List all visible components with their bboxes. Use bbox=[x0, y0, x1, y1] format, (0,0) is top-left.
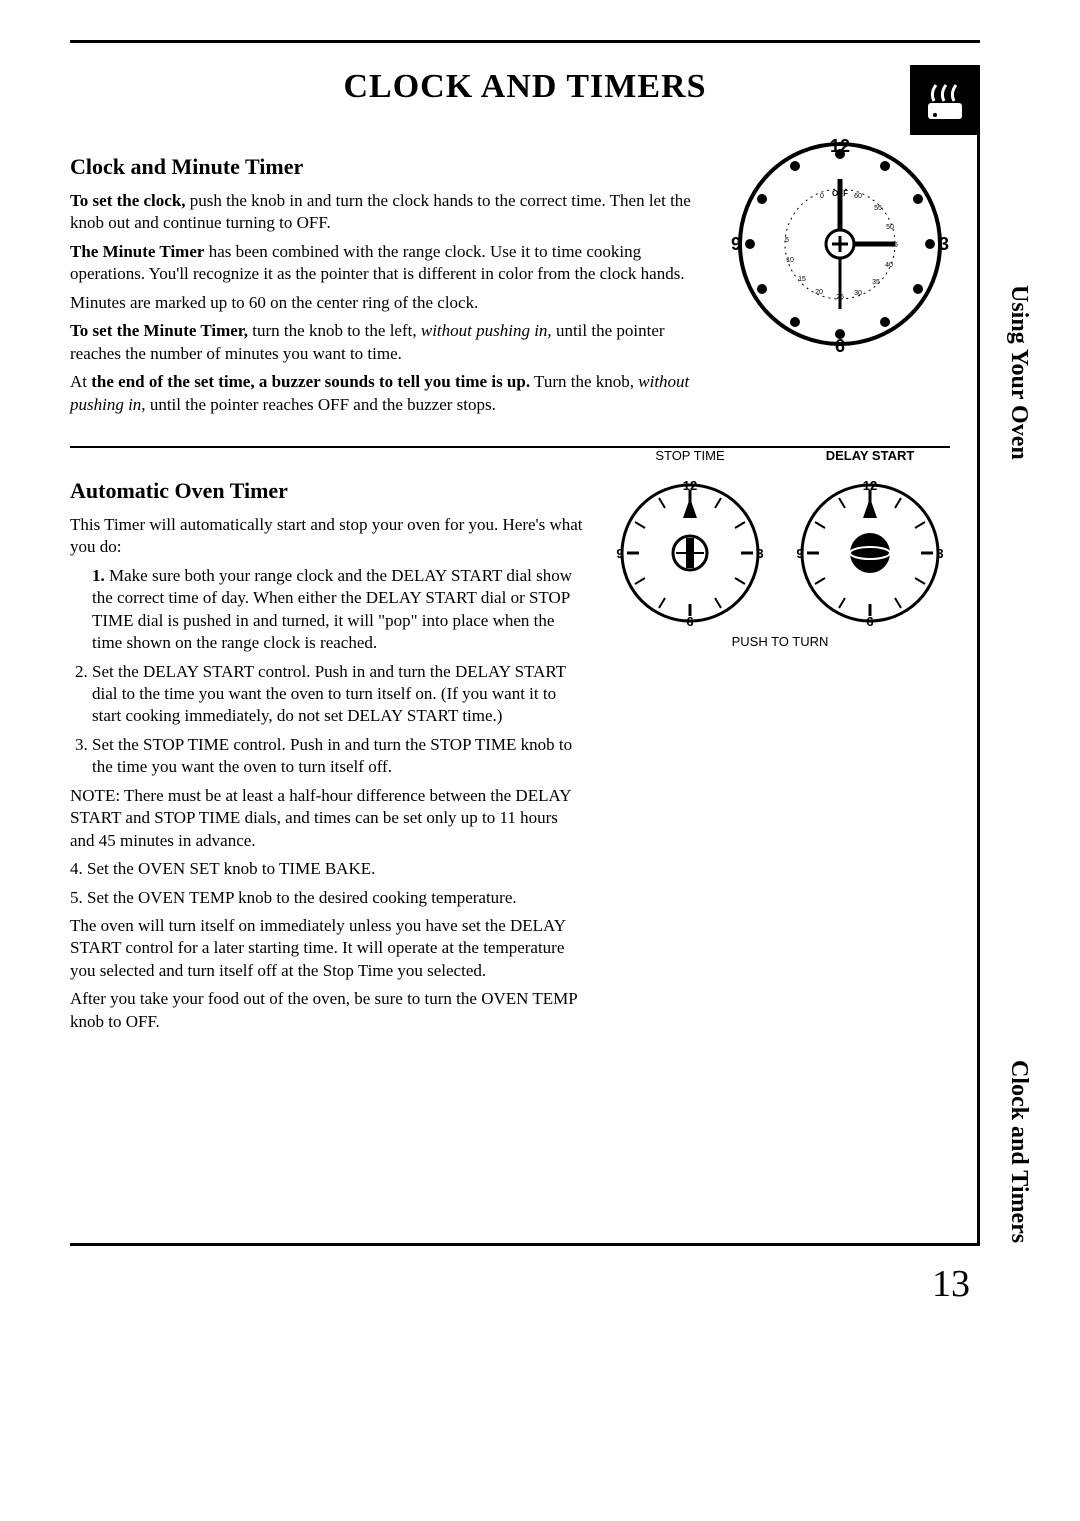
section2-steps: 1. Make sure both your range clock and t… bbox=[70, 565, 585, 779]
svg-text:9: 9 bbox=[616, 546, 623, 561]
section1-p3: Minutes are marked up to 60 on the cente… bbox=[70, 292, 705, 314]
delay-start-dial: 12 3 6 9 bbox=[795, 478, 945, 628]
svg-text:0: 0 bbox=[820, 193, 824, 200]
section2-heading: Automatic Oven Timer bbox=[70, 478, 585, 504]
push-to-turn-label: PUSH TO TURN bbox=[610, 634, 950, 649]
section1-heading: Clock and Minute Timer bbox=[70, 154, 705, 180]
svg-text:15: 15 bbox=[798, 276, 806, 283]
svg-text:3: 3 bbox=[939, 234, 949, 254]
svg-text:3: 3 bbox=[936, 546, 943, 561]
section1-p4: To set the Minute Timer, turn the knob t… bbox=[70, 320, 705, 365]
side-tab-lower: Clock and Timers bbox=[1005, 1060, 1032, 1243]
section1-p5: At the end of the set time, a buzzer sou… bbox=[70, 371, 705, 416]
svg-text:6: 6 bbox=[866, 614, 873, 628]
svg-text:12: 12 bbox=[863, 478, 877, 493]
section2-intro: This Timer will automatically start and … bbox=[70, 514, 585, 559]
svg-text:12: 12 bbox=[683, 478, 697, 493]
svg-text:30: 30 bbox=[854, 290, 862, 297]
section2-after1: The oven will turn itself on immediately… bbox=[70, 915, 585, 982]
svg-text:20: 20 bbox=[815, 289, 823, 296]
svg-text:40: 40 bbox=[885, 262, 893, 269]
section2-step5: 5. Set the OVEN TEMP knob to the desired… bbox=[70, 887, 585, 909]
delaystart-label: DELAY START bbox=[795, 448, 945, 463]
section1-p2: The Minute Timer has been combined with … bbox=[70, 241, 705, 286]
section2-step4: 4. Set the OVEN SET knob to TIME BAKE. bbox=[70, 858, 585, 880]
svg-text:6: 6 bbox=[686, 614, 693, 628]
section2-after2: After you take your food out of the oven… bbox=[70, 988, 585, 1033]
side-tab-upper: Using Your Oven bbox=[1005, 285, 1032, 460]
svg-text:35: 35 bbox=[872, 279, 880, 286]
svg-text:6: 6 bbox=[835, 336, 845, 354]
svg-text:12: 12 bbox=[830, 136, 850, 156]
svg-text:9: 9 bbox=[731, 234, 741, 254]
svg-text:50: 50 bbox=[886, 224, 894, 231]
svg-text:9: 9 bbox=[796, 546, 803, 561]
svg-text:5: 5 bbox=[785, 237, 789, 244]
section1-p1: To set the clock, push the knob in and t… bbox=[70, 190, 705, 235]
page-number: 13 bbox=[932, 1262, 970, 1306]
page-title: CLOCK AND TIMERS bbox=[70, 68, 980, 106]
svg-text:60: 60 bbox=[854, 193, 862, 200]
svg-text:55: 55 bbox=[874, 205, 882, 212]
oven-tab-icon bbox=[910, 65, 980, 135]
svg-text:3: 3 bbox=[756, 546, 763, 561]
svg-text:10: 10 bbox=[786, 257, 794, 264]
main-clock-diagram: 12 3 6 9 OFF 60 55 50 45 40 35 30 25 bbox=[730, 134, 950, 354]
stoptime-label: STOP TIME bbox=[615, 448, 765, 463]
section2-note: NOTE: There must be at least a half-hour… bbox=[70, 785, 585, 852]
stop-time-dial: 12 3 6 9 bbox=[615, 478, 765, 628]
